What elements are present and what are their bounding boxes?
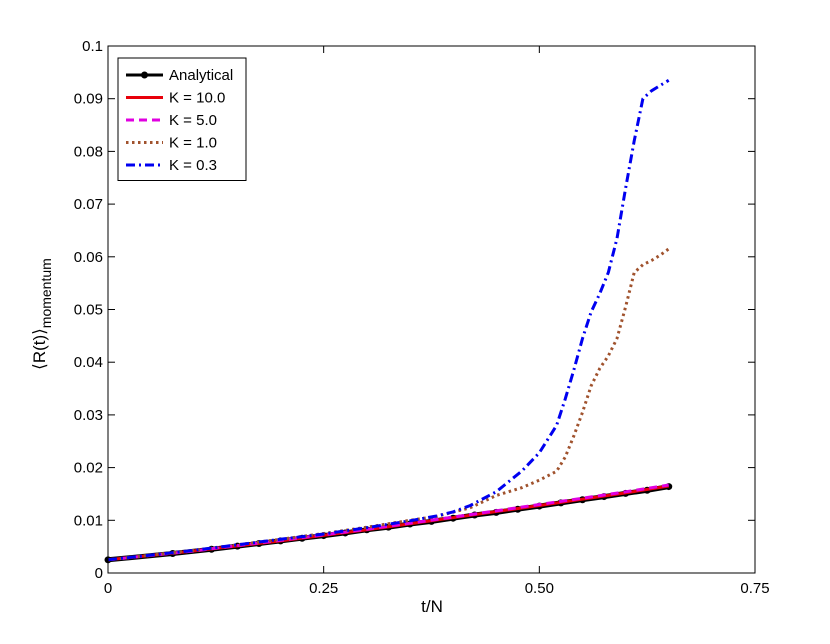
x-axis-label: t/N xyxy=(421,597,443,616)
y-tick-label-6: 0.06 xyxy=(74,249,103,266)
svg-text:⟨R(t)⟩momentum: ⟨R(t)⟩momentum xyxy=(30,258,54,370)
y-tick-label-3: 0.03 xyxy=(74,407,103,424)
y-tick-label-5: 0.05 xyxy=(74,302,103,319)
legend-label-0: Analytical xyxy=(169,67,233,84)
series-line-4 xyxy=(107,79,670,562)
legend-label-3: K = 1.0 xyxy=(169,135,217,152)
y-tick-label-8: 0.08 xyxy=(74,143,103,160)
series-line-3 xyxy=(107,247,670,562)
y-axis-label: ⟨R(t)⟩momentum xyxy=(30,258,54,370)
series-line-2 xyxy=(107,483,669,562)
y-axis-label-main: ⟨R(t)⟩ xyxy=(30,328,49,370)
y-tick-label-0: 0 xyxy=(95,565,103,582)
y-tick-label-10: 0.1 xyxy=(82,38,103,55)
x-tick-label-2: 0.50 xyxy=(525,580,554,597)
axes: 0 0.25 0.50 0.75 0 0.01 0.02 0.03 0.04 0.05 0.06 0.… xyxy=(74,38,770,597)
legend-label-1: K = 10.0 xyxy=(169,90,225,107)
x-tick-label-3: 0.75 xyxy=(740,580,769,597)
x-tick-label-1: 0.25 xyxy=(309,580,338,597)
y-tick-label-1: 0.01 xyxy=(74,512,103,529)
y-tick-label-7: 0.07 xyxy=(74,196,103,213)
legend-label-4: K = 0.3 xyxy=(169,157,217,174)
x-tick-label-0: 0 xyxy=(104,580,112,597)
plot-area xyxy=(104,79,673,564)
legend: Analytical K = 10.0 K = 5.0 K = 1.0 K = 0.3 xyxy=(117,57,247,181)
y-tick-label-9: 0.09 xyxy=(74,91,103,108)
y-axis-label-subscript: momentum xyxy=(38,258,54,328)
y-tick-label-2: 0.02 xyxy=(74,460,103,477)
legend-label-2: K = 5.0 xyxy=(169,112,217,129)
y-tick-label-4: 0.04 xyxy=(74,354,103,371)
legend-marker-0 xyxy=(141,71,148,79)
